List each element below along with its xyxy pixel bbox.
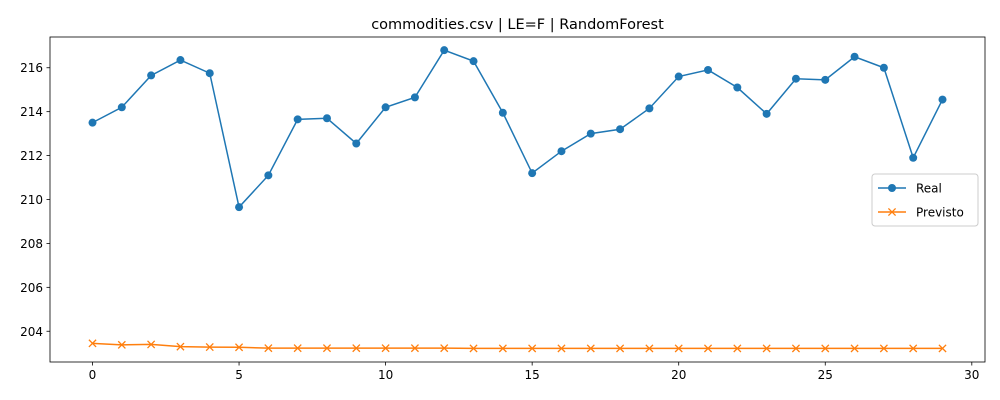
y-tick-label: 210 [20,193,43,207]
data-point [264,344,273,353]
y-tick-label: 214 [20,105,43,119]
data-point [410,93,419,102]
data-point [791,344,801,353]
legend-box [871,173,979,227]
data-point [821,75,830,84]
data-point [88,339,97,348]
data-point [176,56,185,65]
data-point [879,63,888,72]
y-tick-label: 206 [20,281,43,295]
data-point [879,344,888,353]
data-point [557,147,566,156]
series-previsto [88,339,947,353]
data-point [616,125,625,134]
data-point [235,203,244,212]
data-point [381,103,390,112]
data-point [674,344,683,353]
series-line-real [92,49,944,209]
data-point [762,109,771,118]
data-point [850,344,859,353]
data-point [762,344,771,353]
data-point [733,83,742,92]
data-point [352,344,361,353]
data-point [616,344,625,353]
axes: 0 5 10 15 20 25 30 204 206 208 210 212 214 216 [20,36,986,382]
data-point [440,46,449,55]
x-tick-label: 20 [671,368,686,382]
data-point [352,139,361,148]
data-point [733,344,742,353]
x-tick-label: 15 [525,368,540,382]
x-tick-label: 30 [964,368,979,382]
legend-label: Real [916,182,942,196]
data-point [322,114,331,123]
data-point [674,72,683,81]
data-point [791,74,800,83]
data-point [850,52,859,61]
data-point [293,344,302,353]
data-point [176,342,185,351]
data-point [264,171,273,180]
data-point [938,95,947,104]
data-point [909,344,918,353]
series-lines [88,46,947,353]
data-point [528,169,537,178]
data-point [498,108,507,117]
data-point [645,104,654,113]
data-point [410,344,419,353]
data-point [205,343,214,352]
data-point [469,57,478,66]
chart-title: commodities.csv | LE=F | RandomForest [371,17,664,33]
y-tick-label: 204 [20,325,43,339]
data-point [557,344,566,353]
legend-marker [887,207,897,217]
y-tick-label: 216 [20,61,43,75]
y-tick-label: 208 [20,237,43,251]
data-point [821,344,830,353]
legend-label: Previsto [916,206,964,220]
x-tick-label: 10 [378,368,393,382]
x-tick-label: 0 [89,368,97,382]
data-point [704,65,713,74]
legend-marker [888,184,896,192]
legend: Real Previsto [871,173,979,227]
data-point [322,344,332,353]
data-point [703,344,713,353]
series-real [88,46,947,212]
data-point [586,344,595,353]
data-point [147,340,156,349]
data-point [586,129,595,138]
data-point [498,344,507,353]
x-tick-label: 5 [235,368,243,382]
data-point [909,153,918,162]
series-line-previsto [92,342,943,350]
y-tick-label: 212 [20,149,43,163]
data-point [117,340,126,349]
data-point [293,115,302,124]
data-point [469,344,478,353]
data-point [147,71,156,80]
data-point [938,344,947,353]
data-point [117,103,126,112]
data-point [645,344,654,353]
data-point [205,69,214,78]
data-point [440,344,449,353]
x-tick-label: 25 [818,368,833,382]
data-point [528,344,537,353]
data-point [381,344,390,353]
data-point [234,343,244,352]
data-point [88,118,97,127]
